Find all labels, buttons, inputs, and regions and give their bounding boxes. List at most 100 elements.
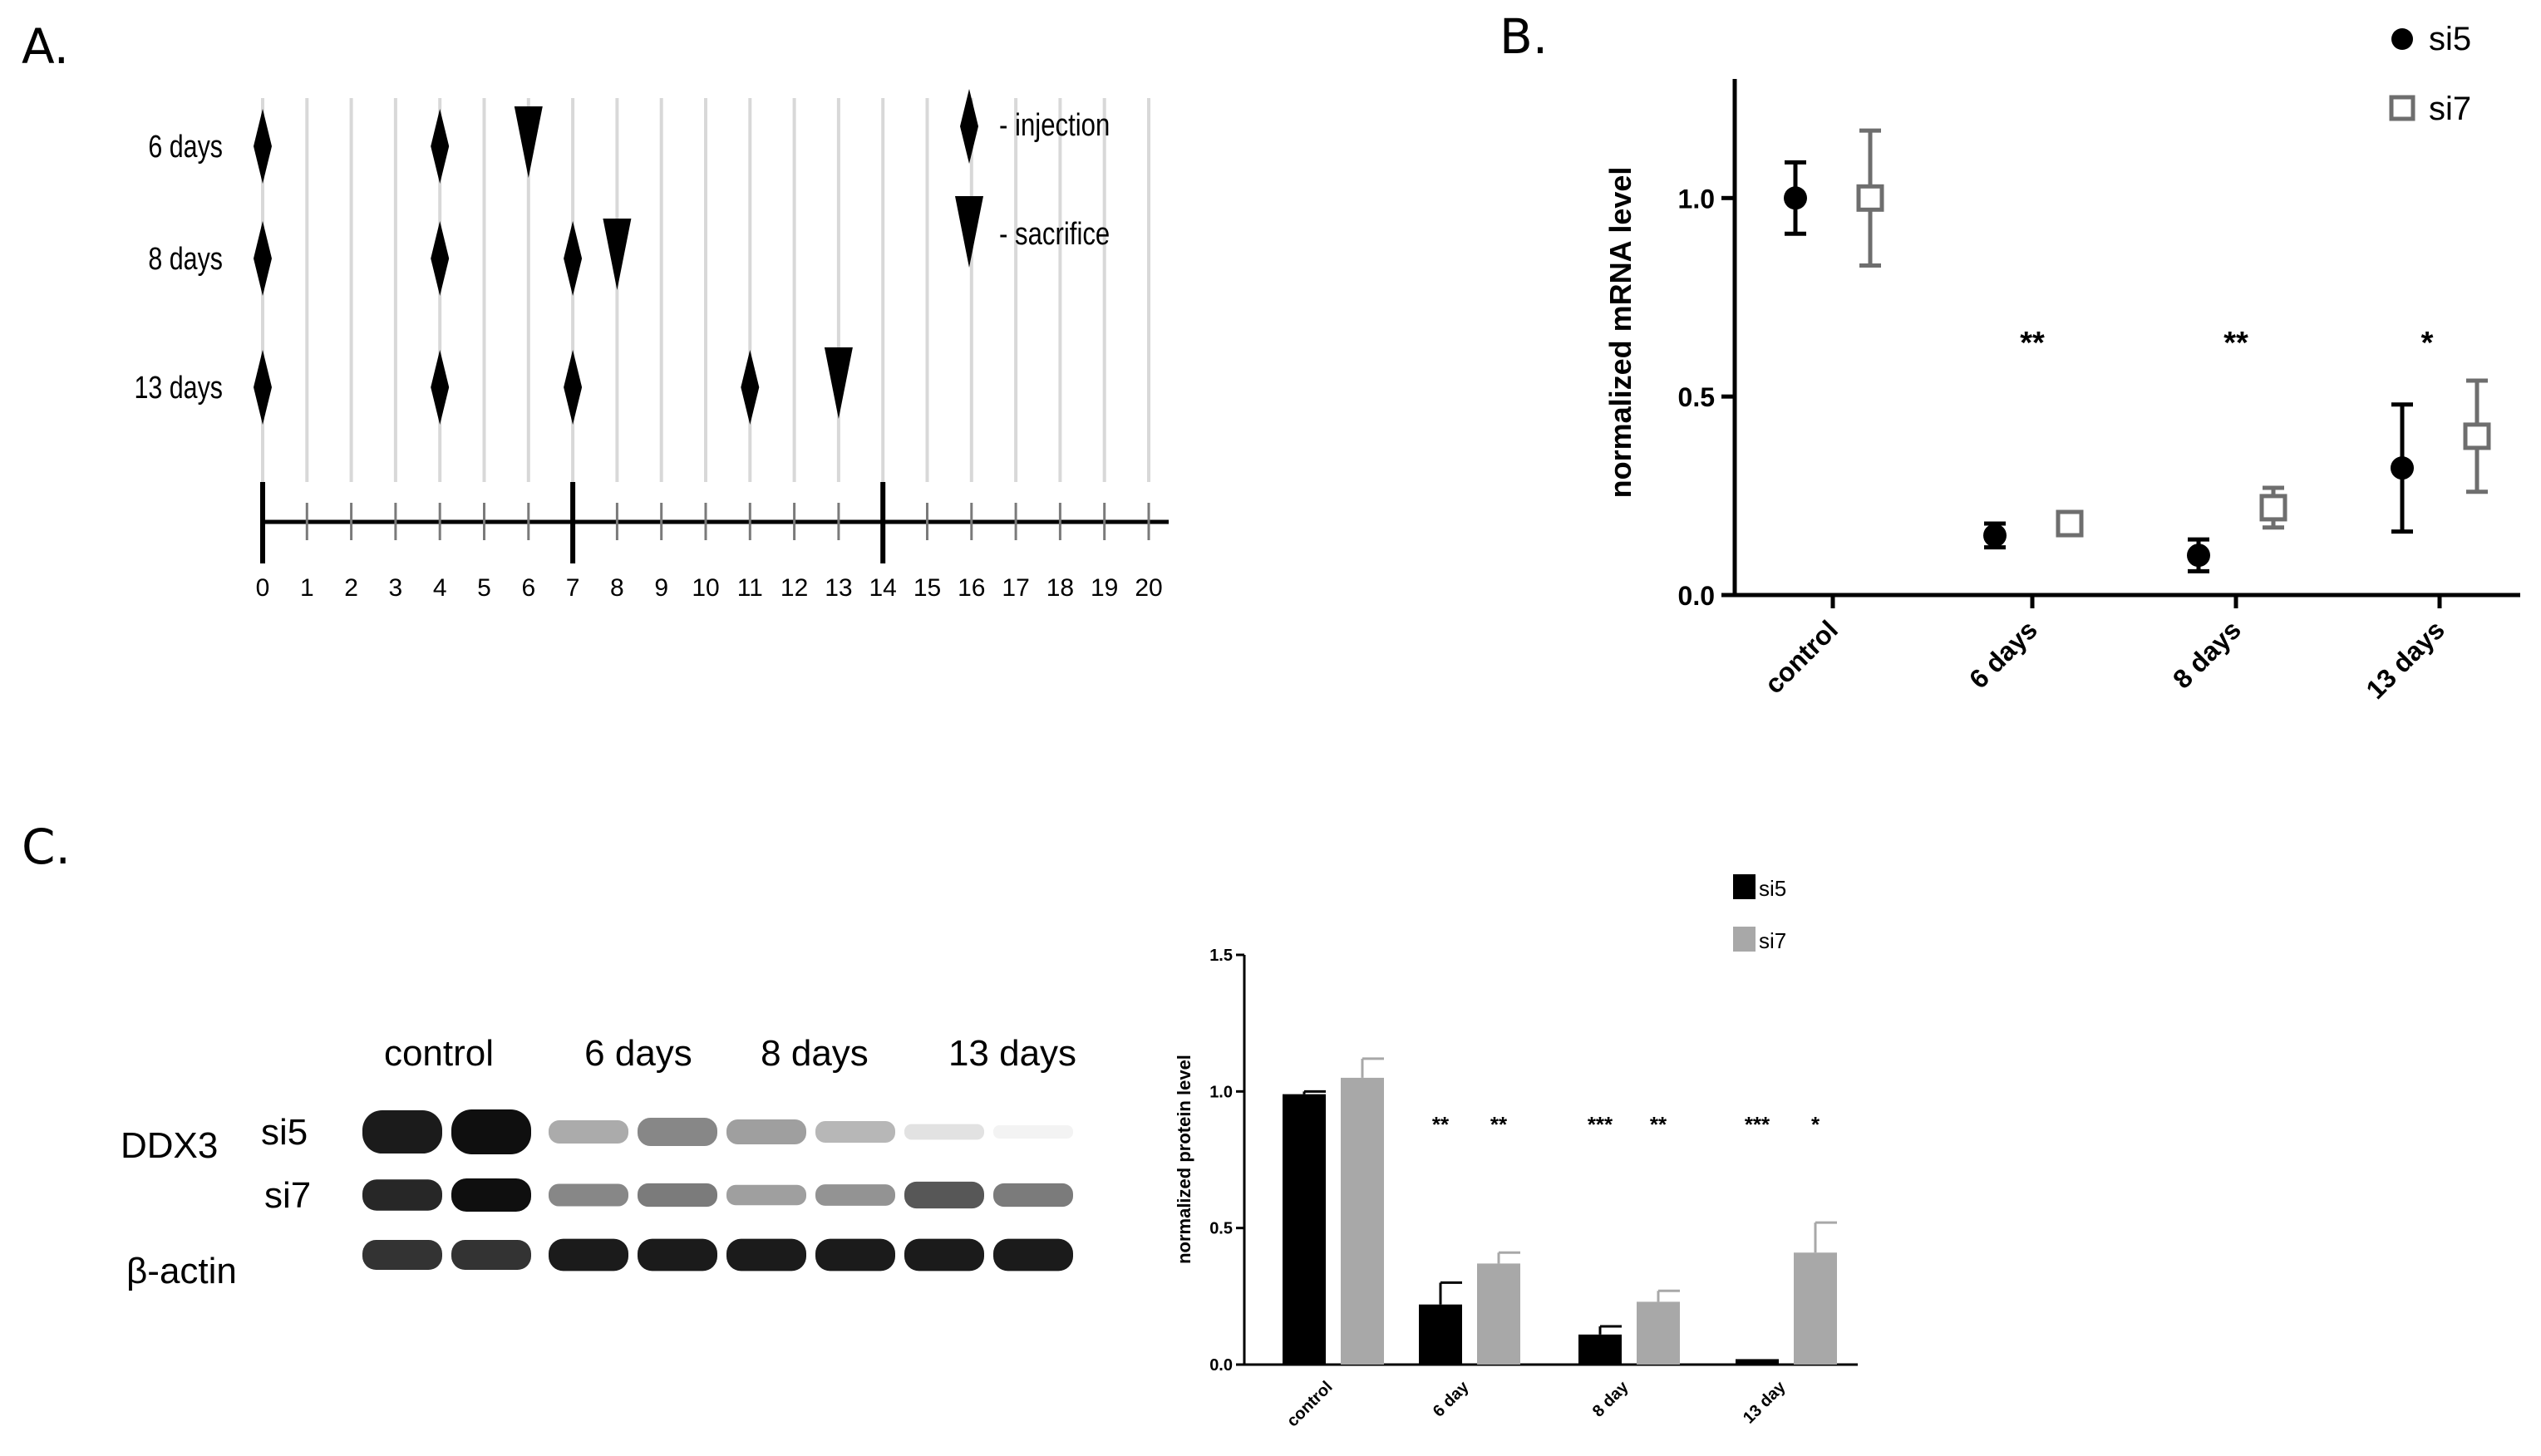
sacrifice-icon xyxy=(955,196,983,268)
y-tick-label: 0.5 xyxy=(1678,382,1715,412)
legend-sacrifice-label: - sacrifice xyxy=(999,217,1110,252)
legend-si5-marker xyxy=(2391,28,2413,50)
significance-label: ** xyxy=(2020,326,2045,361)
blot-band xyxy=(726,1238,806,1272)
blot-band xyxy=(362,1110,442,1153)
data-point-si7 xyxy=(2463,422,2491,450)
data-point-si7 xyxy=(1856,184,1884,212)
data-point-si7 xyxy=(2259,494,2287,522)
panel-c-letter: C. xyxy=(22,819,71,875)
data-point-si5 xyxy=(1983,524,2007,548)
data-point-si7 xyxy=(2056,509,2084,538)
timeline-tick-label: 16 xyxy=(958,574,985,602)
timeline-tick-label: 15 xyxy=(913,574,941,602)
significance-label: ** xyxy=(1490,1112,1508,1137)
blot-band xyxy=(362,1179,442,1211)
sacrifice-icon xyxy=(824,347,853,419)
timeline-row-label: 13 days xyxy=(135,371,223,406)
injection-icon xyxy=(741,350,760,425)
timeline-tick-label: 6 xyxy=(521,574,535,602)
blot-band xyxy=(549,1238,628,1272)
significance-label: ** xyxy=(1432,1112,1450,1137)
timeline-tick-label: 8 xyxy=(610,574,624,602)
timeline-tick-label: 20 xyxy=(1135,574,1162,602)
x-tick-label: 13 day xyxy=(1740,1377,1790,1427)
legend-si7-marker xyxy=(2389,95,2415,121)
injection-icon xyxy=(254,109,272,184)
blot-band xyxy=(815,1238,895,1272)
timeline-tick-label: 5 xyxy=(477,574,491,602)
y-tick-label: 0.5 xyxy=(1209,1220,1233,1238)
blot-band xyxy=(638,1238,717,1272)
significance-label: *** xyxy=(1745,1112,1770,1137)
blot-band xyxy=(904,1181,984,1209)
bar-si5 xyxy=(1419,1304,1462,1365)
blot-row-label: β-actin xyxy=(126,1251,237,1291)
blot-band xyxy=(362,1239,442,1271)
timeline-tick-label: 2 xyxy=(344,574,358,602)
blot-band xyxy=(993,1238,1073,1272)
legend-si7-label: si7 xyxy=(2429,91,2471,127)
timeline-tick-label: 0 xyxy=(256,574,270,602)
sacrifice-icon xyxy=(514,106,543,178)
injection-icon xyxy=(431,221,450,296)
bar-si5 xyxy=(1578,1334,1622,1365)
blot-band xyxy=(638,1118,717,1146)
legend-si5-swatch xyxy=(1733,874,1756,899)
blot-band xyxy=(549,1183,628,1207)
blot-band xyxy=(815,1184,895,1206)
legend-injection-label: - injection xyxy=(999,108,1110,143)
blot-column-header: 8 days xyxy=(761,1033,869,1074)
bar-si5 xyxy=(1736,1359,1779,1365)
panel-a-letter: A. xyxy=(22,18,70,75)
bar-si7 xyxy=(1341,1077,1384,1365)
x-tick-label: 8 day xyxy=(1589,1377,1632,1420)
blot-band xyxy=(904,1238,984,1272)
bar-si7 xyxy=(1637,1301,1680,1365)
y-axis-label: normalized mRNA level xyxy=(1603,167,1637,499)
timeline-tick-label: 1 xyxy=(300,574,314,602)
panel-b-letter: B. xyxy=(1499,8,1549,65)
significance-label: * xyxy=(1811,1112,1820,1137)
injection-icon xyxy=(960,89,978,164)
timeline-tick-label: 19 xyxy=(1091,574,1118,602)
blot-band xyxy=(451,1178,531,1212)
blot-column-header: control xyxy=(384,1033,494,1074)
timeline-tick-label: 13 xyxy=(825,574,852,602)
data-point-si5 xyxy=(2187,544,2210,568)
legend-si7-swatch xyxy=(1733,927,1756,952)
legend-si5-label: si5 xyxy=(2429,21,2471,57)
bar-si7 xyxy=(1794,1252,1837,1365)
significance-label: *** xyxy=(1588,1112,1613,1137)
blot-column-header: 6 days xyxy=(584,1033,692,1074)
y-tick-label: 1.5 xyxy=(1209,947,1233,965)
injection-icon xyxy=(254,221,272,296)
significance-label: * xyxy=(2421,326,2434,361)
y-tick-label: 0.0 xyxy=(1678,581,1715,611)
timeline-tick-label: 12 xyxy=(781,574,808,602)
blot-band xyxy=(549,1120,628,1144)
blot-protein-label: DDX3 xyxy=(121,1125,218,1166)
x-tick-label: control xyxy=(1283,1378,1336,1430)
blot-band xyxy=(993,1125,1073,1139)
blot-band xyxy=(993,1183,1073,1208)
timeline-row-label: 6 days xyxy=(148,130,223,165)
timeline-tick-label: 14 xyxy=(869,574,897,602)
y-axis-label: normalized protein level xyxy=(1174,1055,1194,1264)
data-point-si5 xyxy=(1784,186,1807,210)
timeline-tick-label: 18 xyxy=(1046,574,1074,602)
timeline-tick-label: 9 xyxy=(654,574,668,602)
injection-icon xyxy=(564,350,583,425)
injection-icon xyxy=(564,221,583,296)
legend-si5-label: si5 xyxy=(1759,876,1786,901)
blot-column-header: 13 days xyxy=(948,1033,1076,1074)
sacrifice-icon xyxy=(603,219,632,290)
timeline-tick-label: 11 xyxy=(737,574,763,602)
injection-icon xyxy=(431,109,450,184)
timeline-tick-label: 17 xyxy=(1002,574,1029,602)
y-tick-label: 1.0 xyxy=(1678,184,1715,214)
